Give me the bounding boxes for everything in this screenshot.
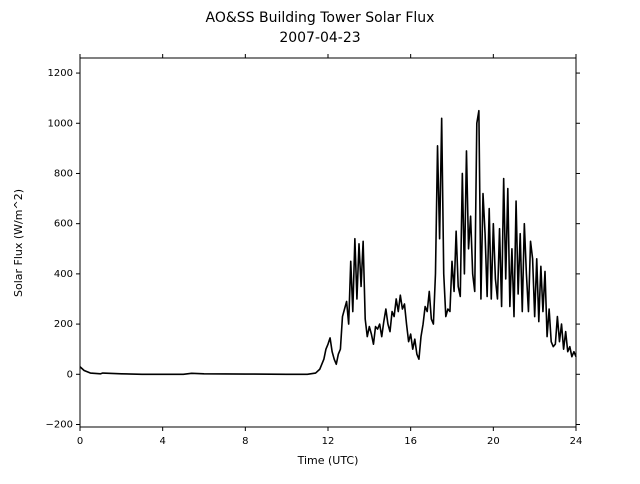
x-tick-label: 0 xyxy=(77,436,83,447)
x-tick-label: 16 xyxy=(404,436,417,447)
plot-frame xyxy=(79,57,577,428)
x-tick-label: 8 xyxy=(242,436,248,447)
x-tick-label: 4 xyxy=(159,436,165,447)
chart-title: AO&SS Building Tower Solar Flux xyxy=(206,10,435,26)
x-tick-label: 12 xyxy=(322,436,335,447)
y-tick-label: 800 xyxy=(54,168,73,179)
line xyxy=(79,109,577,376)
y-tick-label: 0 xyxy=(67,369,73,380)
y-tick-label: 1200 xyxy=(48,68,73,79)
y-tick-label: 1000 xyxy=(48,118,73,129)
x-tick-label: 24 xyxy=(570,436,583,447)
y-axis-label: Solar Flux (W/m^2) xyxy=(12,189,25,297)
x-axis-label: Time (UTC) xyxy=(297,454,359,467)
y-tick-label: −200 xyxy=(46,419,73,430)
x-tick-label: 20 xyxy=(487,436,500,447)
y-tick-label: 600 xyxy=(54,219,73,230)
y-tick-label: 200 xyxy=(54,319,73,330)
chart-subtitle: 2007-04-23 xyxy=(279,30,360,46)
y-tick-label: 400 xyxy=(54,269,73,280)
